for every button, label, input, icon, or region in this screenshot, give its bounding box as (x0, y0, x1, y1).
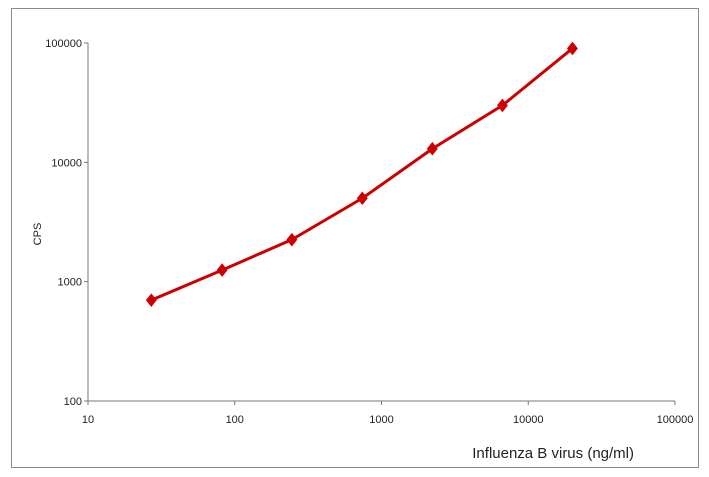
y-tick-label: 100 (64, 396, 82, 408)
data-point-marker (216, 263, 228, 277)
x-axis-title: Influenza B virus (ng/ml) (472, 445, 634, 462)
y-tick-label: 1000 (58, 277, 82, 289)
data-point-marker (145, 293, 157, 307)
x-tick-label: 10 (82, 414, 94, 426)
data-point-marker (286, 232, 298, 247)
data-point-marker (566, 41, 578, 56)
series-line (150, 47, 574, 302)
data-point-marker (356, 191, 368, 206)
x-tick-label: 10000 (513, 414, 544, 426)
chart-frame: 100 1000 10000 100000 10 100 1000 10000 100000 C… (11, 8, 699, 468)
y-axis-title: CPS (32, 223, 44, 246)
x-tick-label: 100 (226, 414, 244, 426)
data-point-marker (497, 98, 508, 113)
data-point-marker (426, 141, 438, 156)
y-tick-label: 10000 (51, 157, 82, 169)
y-tick-label: 100000 (45, 38, 82, 50)
x-tick-label: 1000 (369, 414, 393, 426)
x-tick-label: 100000 (657, 414, 694, 426)
